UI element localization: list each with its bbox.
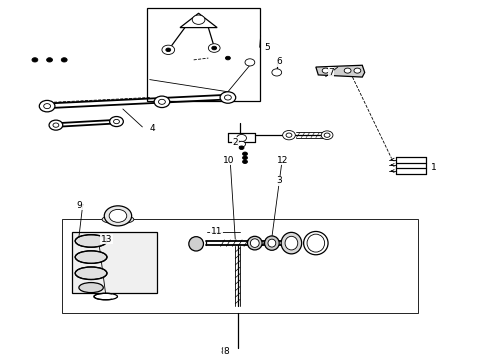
Circle shape <box>39 100 55 112</box>
Text: 4: 4 <box>150 123 155 132</box>
Ellipse shape <box>265 236 279 250</box>
Text: 1: 1 <box>431 163 437 172</box>
Circle shape <box>324 133 330 137</box>
Ellipse shape <box>75 267 107 279</box>
Circle shape <box>272 69 282 76</box>
Circle shape <box>53 123 59 127</box>
Text: 2: 2 <box>233 138 239 147</box>
Text: 10: 10 <box>223 156 235 165</box>
Circle shape <box>110 117 123 127</box>
Circle shape <box>61 58 67 62</box>
Circle shape <box>109 210 127 222</box>
Circle shape <box>192 15 205 24</box>
Circle shape <box>238 141 245 147</box>
Ellipse shape <box>75 235 107 247</box>
Circle shape <box>243 160 247 163</box>
Polygon shape <box>180 13 217 28</box>
Ellipse shape <box>75 251 107 264</box>
Text: 4: 4 <box>150 123 155 132</box>
Circle shape <box>49 120 63 130</box>
Circle shape <box>245 59 255 66</box>
Circle shape <box>344 68 351 73</box>
Ellipse shape <box>268 239 276 247</box>
Circle shape <box>239 146 244 149</box>
Text: 7: 7 <box>328 68 334 77</box>
Bar <box>147 8 260 101</box>
Circle shape <box>321 131 333 139</box>
Circle shape <box>286 133 292 137</box>
Text: 13: 13 <box>101 235 112 244</box>
Text: 10: 10 <box>223 156 235 165</box>
Circle shape <box>32 58 38 62</box>
Circle shape <box>166 48 171 51</box>
Circle shape <box>354 68 361 73</box>
Bar <box>72 232 157 293</box>
Text: 5: 5 <box>265 43 270 52</box>
Ellipse shape <box>94 293 118 300</box>
Circle shape <box>243 156 247 159</box>
Text: 9: 9 <box>76 201 82 210</box>
Ellipse shape <box>281 232 302 254</box>
Circle shape <box>212 46 217 50</box>
Ellipse shape <box>79 283 103 293</box>
Polygon shape <box>316 65 365 77</box>
Circle shape <box>154 96 170 108</box>
Circle shape <box>208 44 220 52</box>
Circle shape <box>322 68 329 73</box>
Circle shape <box>224 95 231 100</box>
Text: 12: 12 <box>277 156 288 165</box>
Text: 8: 8 <box>220 347 226 356</box>
Circle shape <box>220 92 236 103</box>
Ellipse shape <box>285 236 298 250</box>
Circle shape <box>114 120 120 124</box>
Text: 9: 9 <box>76 201 82 210</box>
Circle shape <box>44 104 50 109</box>
Bar <box>62 220 418 313</box>
Ellipse shape <box>189 237 203 251</box>
Text: 11: 11 <box>211 228 222 237</box>
Circle shape <box>162 45 174 54</box>
Text: 3: 3 <box>277 176 283 185</box>
Circle shape <box>237 134 246 141</box>
Circle shape <box>225 56 230 60</box>
Text: 5: 5 <box>265 43 270 52</box>
Circle shape <box>47 58 52 62</box>
Circle shape <box>104 206 132 226</box>
Text: 1: 1 <box>431 163 437 172</box>
Text: 8: 8 <box>223 347 229 356</box>
Text: 7: 7 <box>328 68 334 77</box>
Circle shape <box>243 152 247 156</box>
Text: 6: 6 <box>277 57 283 66</box>
Text: 2: 2 <box>233 138 239 147</box>
Ellipse shape <box>102 215 134 224</box>
Text: 3: 3 <box>277 176 283 185</box>
Ellipse shape <box>250 239 259 247</box>
Ellipse shape <box>247 236 262 250</box>
Circle shape <box>159 99 165 104</box>
Text: 6: 6 <box>277 57 283 66</box>
Ellipse shape <box>304 231 328 255</box>
Text: 12: 12 <box>277 156 288 165</box>
Circle shape <box>283 131 295 140</box>
Ellipse shape <box>307 234 325 252</box>
Text: 13: 13 <box>101 235 112 244</box>
Text: 11: 11 <box>211 228 222 237</box>
